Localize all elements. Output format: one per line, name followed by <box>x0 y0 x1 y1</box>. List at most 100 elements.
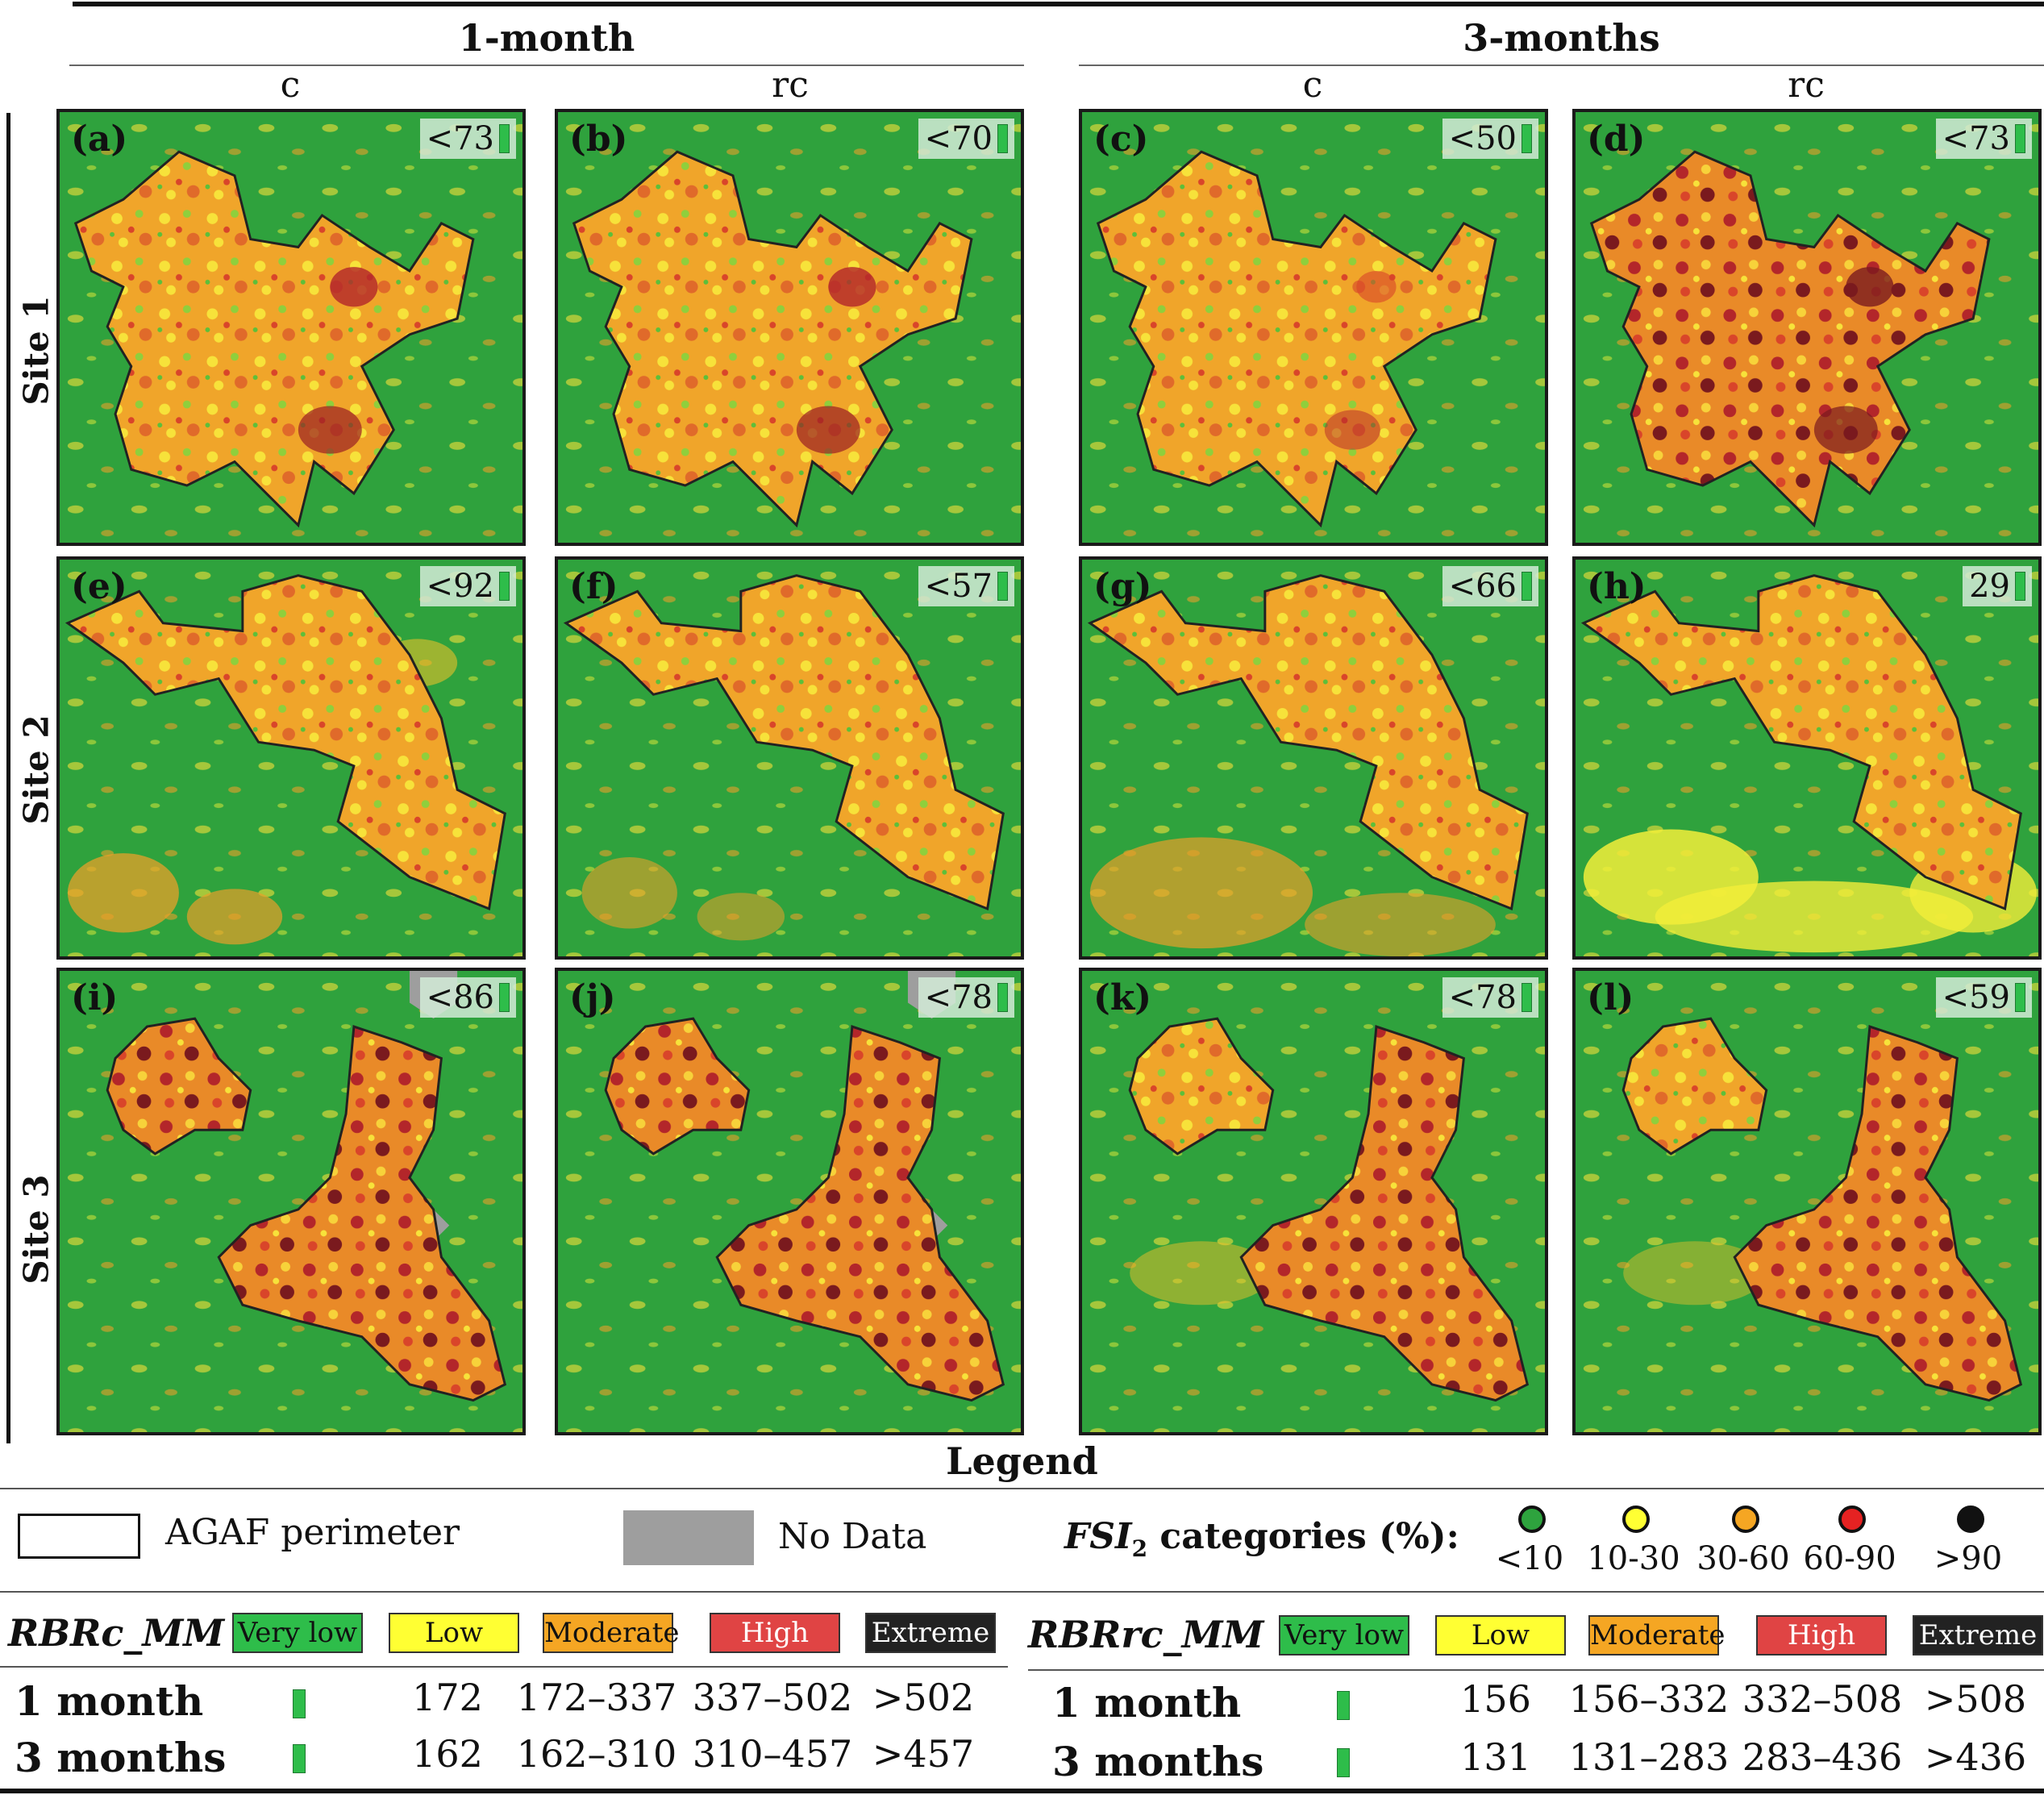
column-title-4: rc <box>1788 65 1825 106</box>
fsi-label: 30-60 <box>1696 1540 1790 1577</box>
perimeter-swatch <box>18 1514 140 1559</box>
panel-label: (i) <box>71 977 119 1018</box>
class-low: Low <box>389 1613 519 1653</box>
legend-mid-rule <box>0 1591 2044 1593</box>
fsi-label: 10-30 <box>1587 1540 1680 1577</box>
class-moderate: Moderate <box>543 1613 679 1653</box>
panel-label: (l) <box>1587 977 1634 1018</box>
rbrc-rule <box>0 1666 1008 1668</box>
no-data-label: No Data <box>778 1516 927 1557</box>
value-low: 172 <box>412 1676 483 1719</box>
value-high: 337–502 <box>692 1676 853 1719</box>
fsi-label: <10 <box>1495 1540 1564 1577</box>
panel-label: (a) <box>71 119 128 160</box>
fsi-dot-lt10 <box>1518 1506 1546 1533</box>
column-title-2: rc <box>772 65 809 106</box>
rbrrc-row-2-label: 3 months <box>1052 1738 1264 1785</box>
class-moderate: Moderate <box>1588 1615 1725 1655</box>
map-site-1 <box>1576 112 2038 543</box>
badge: <92 <box>419 566 516 606</box>
map-panel-h: (h) 29 <box>1572 556 2042 960</box>
map-panel-j: (j) <78 <box>555 968 1024 1435</box>
class-low: Low <box>1435 1615 1566 1655</box>
value-extreme: >508 <box>1924 1677 2027 1721</box>
site-label-1: Site 1 <box>16 295 56 406</box>
value-moderate: 172–337 <box>516 1676 677 1719</box>
value-low: 156 <box>1460 1677 1531 1721</box>
badge: <73 <box>419 119 516 159</box>
rbrrc-rule <box>1028 1669 2044 1671</box>
class-high: High <box>1756 1615 1887 1655</box>
value-moderate: 162–310 <box>516 1732 677 1776</box>
class-very-low: Very low <box>232 1613 363 1653</box>
badge: 29 <box>1963 566 2032 606</box>
value-moderate: 131–283 <box>1568 1735 1730 1779</box>
no-data-swatch <box>623 1510 754 1565</box>
map-site-1 <box>1082 112 1545 543</box>
legend-top-rule <box>0 1488 2044 1489</box>
fsi-dot-10-30 <box>1622 1506 1650 1533</box>
very-low-swatch <box>293 1689 306 1718</box>
rbrrc-title: RBRrc_MM <box>1028 1613 1264 1656</box>
badge: <70 <box>918 119 1014 159</box>
very-low-swatch <box>293 1744 306 1773</box>
map-panel-k: (k) <78 <box>1079 968 1548 1435</box>
map-panel-a: (a) <73 <box>56 109 526 546</box>
fsi-dot-30-60 <box>1732 1506 1759 1533</box>
panel-label: (f) <box>569 566 618 607</box>
perimeter-label: AGAF perimeter <box>165 1512 460 1553</box>
map-panel-l: (l) <59 <box>1572 968 2042 1435</box>
fsi-label: >90 <box>1934 1540 2003 1577</box>
rbrc-row-1-label: 1 month <box>15 1677 204 1725</box>
map-site-2 <box>1576 560 2038 956</box>
very-low-swatch <box>1337 1748 1350 1777</box>
badge: <86 <box>419 977 516 1018</box>
fsi-dot-60-90 <box>1838 1506 1866 1533</box>
badge: <78 <box>1442 977 1538 1018</box>
value-high: 310–457 <box>692 1732 853 1776</box>
map-panel-b: (b) <70 <box>555 109 1024 546</box>
value-low: 131 <box>1460 1735 1531 1779</box>
column-title-3: c <box>1302 65 1323 106</box>
class-very-low: Very low <box>1279 1615 1409 1655</box>
map-site-1 <box>558 112 1021 543</box>
panel-label: (b) <box>569 119 628 160</box>
map-site-2 <box>1082 560 1545 956</box>
value-extreme: >457 <box>872 1732 975 1776</box>
group-2-rule <box>1079 65 2044 66</box>
class-extreme: Extreme <box>1913 1615 2043 1655</box>
badge: <50 <box>1442 119 1538 159</box>
map-panel-e: (e) <92 <box>56 556 526 960</box>
map-site-3 <box>60 971 522 1432</box>
site-label-2: Site 2 <box>16 714 56 825</box>
class-high: High <box>710 1613 840 1653</box>
map-panel-c: (c) <50 <box>1079 109 1548 546</box>
value-high: 283–436 <box>1742 1735 1903 1779</box>
map-site-1 <box>60 112 522 543</box>
value-extreme: >502 <box>872 1676 975 1719</box>
rbrc-row-2-label: 3 months <box>15 1734 227 1781</box>
group-title-3-months: 3-months <box>1463 16 1660 60</box>
top-rule <box>73 2 2044 6</box>
fsi-dot-gt90 <box>1957 1506 1984 1533</box>
map-panel-g: (g) <66 <box>1079 556 1548 960</box>
map-panel-d: (d) <73 <box>1572 109 2042 546</box>
panel-label: (j) <box>569 977 616 1018</box>
badge: <66 <box>1442 566 1538 606</box>
panel-label: (c) <box>1093 119 1149 160</box>
very-low-swatch <box>1337 1691 1350 1720</box>
panel-label: (e) <box>71 566 127 607</box>
rbrc-title: RBRc_MM <box>8 1611 225 1655</box>
map-site-3 <box>1082 971 1545 1432</box>
panel-label: (k) <box>1093 977 1152 1018</box>
site-label-3: Site 3 <box>16 1174 56 1285</box>
map-panel-f: (f) <57 <box>555 556 1024 960</box>
value-moderate: 156–332 <box>1568 1677 1730 1721</box>
panel-label: (d) <box>1587 119 1646 160</box>
badge: <59 <box>1935 977 2032 1018</box>
map-site-2 <box>558 560 1021 956</box>
map-panel-i: (i) <86 <box>56 968 526 1435</box>
fsi-title: FSI2 categories (%): <box>1064 1516 1459 1562</box>
badge: <73 <box>1935 119 2032 159</box>
group-1-rule <box>69 65 1024 66</box>
